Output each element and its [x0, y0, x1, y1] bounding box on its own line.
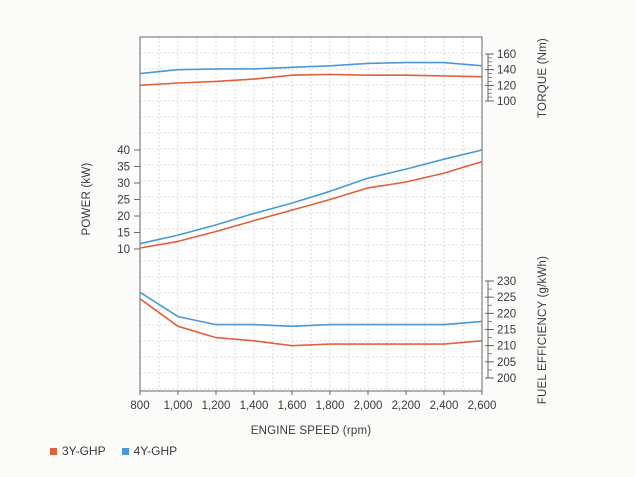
legend-label-3y: 3Y-GHP [62, 444, 106, 458]
plot-frame [139, 36, 483, 392]
x-tick-label: 1,600 [278, 400, 307, 412]
power-series-3y-ghp [139, 160, 483, 249]
torque-tick-label: 100 [497, 96, 516, 108]
torque-series-3y-ghp [139, 73, 483, 87]
fuel-tick-label: 205 [497, 357, 516, 369]
x-tick-label: 800 [130, 400, 149, 412]
x-axis-label: ENGINE SPEED (rpm) [251, 425, 372, 437]
fuel-tick-label: 200 [497, 373, 516, 385]
x-tick-label: 1,400 [240, 400, 269, 412]
legend-item-3y: 3Y-GHP [50, 444, 106, 458]
fuel-tick-label: 225 [497, 292, 516, 304]
fuel-series-3y-ghp [139, 298, 483, 347]
fuel-series-4y-ghp [139, 291, 483, 328]
power-tick-label: 40 [117, 145, 130, 157]
power-axis-label: POWER (kW) [81, 163, 93, 236]
torque-tick-label: 140 [497, 65, 516, 77]
legend-swatch-3y [50, 447, 57, 455]
torque-tick-label: 160 [497, 49, 516, 61]
legend-item-4y: 4Y-GHP [121, 444, 178, 458]
torque-series-4y-ghp [139, 61, 483, 75]
x-tick-label: 2,400 [430, 400, 459, 412]
torque-tick-label: 120 [497, 80, 516, 92]
chart-legend: 3Y-GHP 4Y-GHP [50, 444, 177, 458]
fuel-tick-label: 220 [497, 308, 516, 320]
torque-axis-label: TORQUE (Nm) [537, 38, 549, 118]
fuel-tick-label: 210 [497, 341, 516, 353]
x-tick-label: 2,200 [392, 400, 421, 412]
fuel-tick-label: 230 [497, 276, 516, 288]
x-tick-label: 1,000 [164, 400, 193, 412]
power-tick-label: 25 [117, 195, 130, 207]
power-tick-label: 20 [117, 211, 130, 223]
power-tick-label: 10 [117, 244, 130, 256]
legend-label-4y: 4Y-GHP [133, 444, 178, 458]
power-series-4y-ghp [139, 149, 483, 245]
x-tick-label: 2,000 [354, 400, 383, 412]
x-tick-label: 2,600 [468, 400, 497, 412]
fuel-tick-label: 215 [497, 325, 516, 337]
legend-swatch-4y [121, 447, 129, 455]
power-tick-label: 35 [117, 162, 130, 174]
fuel-axis-label: FUEL EFFICIENCY (g/kWh) [537, 256, 549, 404]
power-tick-label: 30 [117, 178, 130, 190]
x-tick-label: 1,200 [202, 400, 231, 412]
x-tick-label: 1,800 [316, 400, 345, 412]
power-tick-label: 15 [117, 228, 130, 240]
